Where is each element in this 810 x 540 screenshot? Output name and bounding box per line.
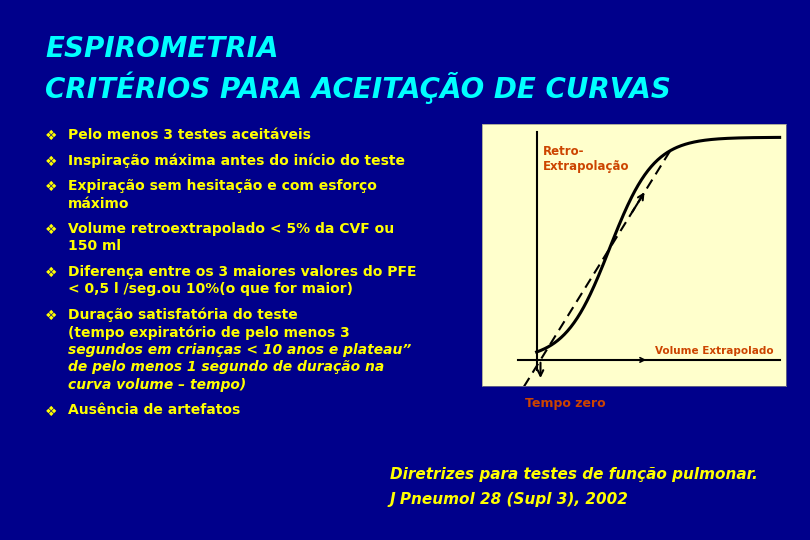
Text: < 0,5 l /seg.ou 10%(o que for maior): < 0,5 l /seg.ou 10%(o que for maior) — [68, 282, 353, 296]
Text: ❖: ❖ — [45, 266, 58, 280]
Text: Diferença entre os 3 maiores valores do PFE: Diferença entre os 3 maiores valores do … — [68, 265, 416, 279]
Text: Inspiração máxima antes do início do teste: Inspiração máxima antes do início do tes… — [68, 153, 405, 168]
Text: (tempo expiratório de pelo menos 3: (tempo expiratório de pelo menos 3 — [68, 326, 350, 340]
Text: ESPIROMETRIA: ESPIROMETRIA — [45, 35, 279, 63]
Text: ❖: ❖ — [45, 180, 58, 194]
Text: de pelo menos 1 segundo de duração na: de pelo menos 1 segundo de duração na — [68, 361, 384, 375]
Text: ❖: ❖ — [45, 404, 58, 418]
Text: 150 ml: 150 ml — [68, 240, 121, 253]
Text: curva volume – tempo): curva volume – tempo) — [68, 378, 246, 392]
Text: ❖: ❖ — [45, 129, 58, 143]
Text: ❖: ❖ — [45, 223, 58, 237]
Text: J Pneumol 28 (Supl 3), 2002: J Pneumol 28 (Supl 3), 2002 — [390, 492, 629, 507]
Text: Volume retroextrapolado < 5% da CVF ou: Volume retroextrapolado < 5% da CVF ou — [68, 222, 394, 236]
Text: CRITÉRIOS PARA ACEITAÇÃO DE CURVAS: CRITÉRIOS PARA ACEITAÇÃO DE CURVAS — [45, 72, 671, 105]
Text: ❖: ❖ — [45, 309, 58, 323]
Text: Pelo menos 3 testes aceitáveis: Pelo menos 3 testes aceitáveis — [68, 128, 311, 142]
Text: segundos em crianças < 10 anos e plateau”: segundos em crianças < 10 anos e plateau… — [68, 343, 411, 357]
Text: Retro-
Extrapolação: Retro- Extrapolação — [543, 145, 629, 173]
Text: Tempo zero: Tempo zero — [526, 396, 606, 409]
Text: máximo: máximo — [68, 197, 130, 211]
Text: Duração satisfatória do teste: Duração satisfatória do teste — [68, 308, 298, 322]
Text: Volume Extrapolado: Volume Extrapolado — [655, 346, 774, 356]
Text: Expiração sem hesitação e com esforço: Expiração sem hesitação e com esforço — [68, 179, 377, 193]
Text: Ausência de artefatos: Ausência de artefatos — [68, 403, 241, 417]
Text: ❖: ❖ — [45, 154, 58, 168]
Text: Diretrizes para testes de função pulmonar.: Diretrizes para testes de função pulmona… — [390, 467, 757, 482]
